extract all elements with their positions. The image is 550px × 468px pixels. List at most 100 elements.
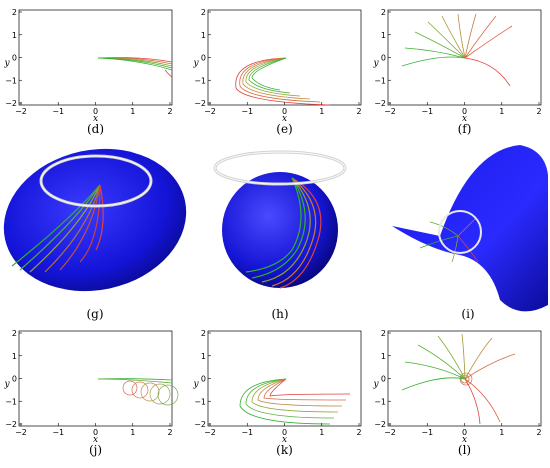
- plot-k-xtick: −2: [204, 428, 216, 437]
- plot-l-xtick: 1: [499, 428, 504, 437]
- plot-d-xtick: 1: [130, 107, 135, 116]
- plot-j-xtick: 0: [93, 428, 98, 437]
- plot-k-axes: −2 −1 0 1 2 2 1 0 −1 −2 x y (k): [192, 329, 361, 457]
- plot-l-ytick: 2: [381, 329, 386, 338]
- plot-j-xtick: 1: [130, 428, 135, 437]
- plot-k-xtick: −1: [241, 428, 253, 437]
- plot-j: [18, 330, 179, 427]
- render-h: [213, 150, 347, 289]
- plot-k-ytick: 2: [201, 329, 206, 338]
- render-h-trajectories: [245, 177, 322, 289]
- annotations: −2 −1 0 1 2 2 1 0 −1 −2 x y (d) −2 −1 0 1 2 2 1 0 −1 −2 x y (e) −2…: [3, 8, 541, 457]
- plot-l-ytick: −1: [374, 397, 386, 406]
- plot-e-ytick: 1: [201, 31, 206, 40]
- plot-l: [387, 330, 542, 427]
- plot-j-frame: [18, 330, 173, 427]
- plot-k-ytick: 1: [201, 352, 206, 361]
- plot-d-ytick: 2: [12, 8, 17, 17]
- plot-j-ytick: 0: [12, 375, 17, 384]
- plot-e-xtick: 2: [356, 107, 361, 116]
- panel-label-e: (e): [276, 122, 292, 136]
- plot-e-ytick: 0: [201, 54, 206, 63]
- plot-f-ytick: 0: [381, 54, 386, 63]
- plot-j-ytick: −2: [5, 420, 17, 429]
- plot-e-xlabel: x: [282, 114, 287, 124]
- plot-k-curves: [239, 378, 351, 425]
- plot-d-ytick: 1: [12, 31, 17, 40]
- plot-k-frame: [207, 330, 362, 427]
- plot-f-xlabel: x: [462, 114, 467, 124]
- plot-l-ytick: 1: [381, 352, 386, 361]
- plot-e-ytick: −1: [194, 76, 206, 85]
- plot-f: [387, 9, 542, 106]
- plot-f-xtick: 2: [536, 107, 541, 116]
- plot-e-xtick: 0: [282, 107, 287, 116]
- panel-label-k: (k): [276, 443, 293, 457]
- plot-j-ytick: 2: [12, 329, 17, 338]
- plot-l-xtick: 2: [536, 428, 541, 437]
- plot-f-xtick: −1: [421, 107, 433, 116]
- plot-f-ytick: 2: [381, 8, 386, 17]
- plot-d-xtick: 0: [93, 107, 98, 116]
- sphere-surface: [222, 172, 338, 288]
- plot-k-xlabel: x: [282, 435, 287, 445]
- plot-k-xtick: 1: [319, 428, 324, 437]
- plot-k-ytick: −1: [194, 397, 206, 406]
- plot-f-ylabel: y: [372, 59, 379, 69]
- plot-l-curves: [401, 333, 516, 425]
- plot-f-ytick: 1: [381, 31, 386, 40]
- plot-d-xtick: −1: [52, 107, 64, 116]
- plot-e-curves: [235, 57, 331, 106]
- plot-e-xtick: 1: [319, 107, 324, 116]
- panel-label-h: (h): [271, 307, 288, 321]
- plot-k-ytick: −2: [194, 420, 206, 429]
- plot-d-ylabel: y: [3, 59, 10, 69]
- plot-e: [207, 9, 362, 106]
- plot-f-axes: −2 −1 0 1 2 2 1 0 −1 −2 x y (f): [372, 8, 541, 136]
- render-g-trajectories: [11, 184, 104, 273]
- plot-l-xtick: −1: [421, 428, 433, 437]
- plot-l-xtick: −2: [384, 428, 396, 437]
- plot-j-axes: −2 −1 0 1 2 2 1 0 −1 −2 x y (j): [3, 329, 172, 457]
- plot-j-xtick: −2: [15, 428, 27, 437]
- panel-label-g: (g): [86, 307, 103, 321]
- plot-e-ylabel: y: [192, 59, 199, 69]
- plot-e-xtick: −1: [241, 107, 253, 116]
- plot-k-xtick: 0: [282, 428, 287, 437]
- panel-label-d: (d): [87, 122, 104, 136]
- plot-j-ytick: 1: [12, 352, 17, 361]
- render-i-trajectories: [419, 217, 479, 263]
- plot-l-xtick: 0: [462, 428, 467, 437]
- plot-e-ytick: 2: [201, 8, 206, 17]
- plot-l-ytick: −2: [374, 420, 386, 429]
- panel-label-l: (l): [458, 443, 471, 457]
- plot-d-ytick: 0: [12, 54, 17, 63]
- ellipsoid-surface: [3, 148, 187, 292]
- plot-l-ylabel: y: [372, 380, 379, 390]
- plot-f-xtick: 1: [499, 107, 504, 116]
- panel-label-j: (j): [89, 443, 102, 457]
- ring-i: [438, 210, 482, 254]
- panel-label-f: (f): [458, 122, 472, 136]
- plot-d-frame: [18, 9, 173, 106]
- plot-d-xtick: 2: [167, 107, 172, 116]
- plot-d-xtick: −2: [15, 107, 27, 116]
- plot-d-xlabel: x: [93, 114, 98, 124]
- render-i: [392, 145, 548, 312]
- plot-k: [207, 330, 362, 427]
- plot-k-xtick: 2: [356, 428, 361, 437]
- plot-j-ytick: −1: [5, 397, 17, 406]
- plot-l-ytick: 0: [381, 375, 386, 384]
- plot-j-xtick: 2: [167, 428, 172, 437]
- plot-j-xtick: −1: [52, 428, 64, 437]
- plot-f-curves: [401, 13, 513, 87]
- render-g: [3, 148, 187, 292]
- plot-j-xlabel: x: [93, 435, 98, 445]
- plot-f-xtick: 0: [462, 107, 467, 116]
- plot-l-xlabel: x: [462, 435, 467, 445]
- plot-l-axes: −2 −1 0 1 2 2 1 0 −1 −2 x y (l): [372, 329, 541, 457]
- plot-j-curves: [97, 378, 179, 406]
- plot-k-ytick: 0: [201, 375, 206, 384]
- plot-f-ytick: −1: [374, 76, 386, 85]
